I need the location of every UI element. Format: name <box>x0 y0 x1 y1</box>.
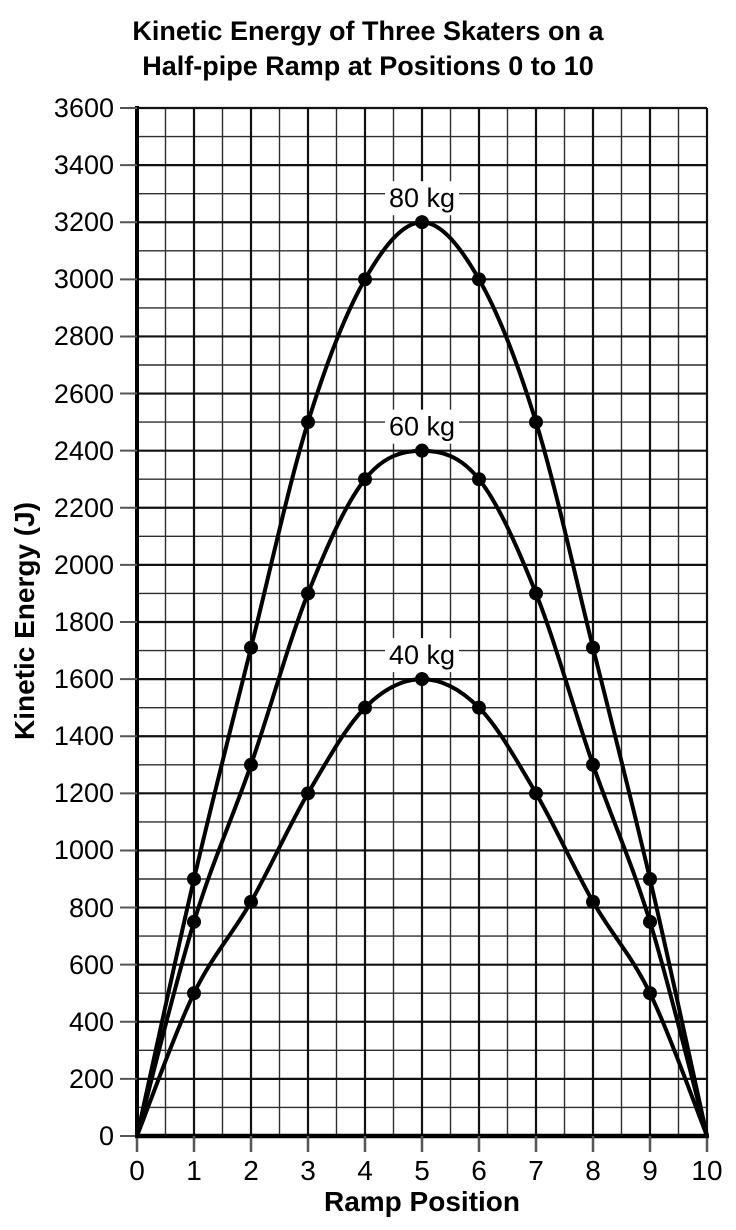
data-point-40-kg <box>301 786 315 801</box>
y-tick-label: 3600 <box>53 93 114 123</box>
data-point-40-kg <box>415 672 429 687</box>
x-tick-label: 1 <box>186 1155 202 1186</box>
data-point-80-kg <box>586 640 600 655</box>
x-tick-label: 8 <box>585 1155 601 1186</box>
data-point-40-kg <box>244 894 258 909</box>
data-point-80-kg <box>358 272 372 287</box>
data-point-80-kg <box>244 640 258 655</box>
y-tick-label: 1200 <box>53 778 114 809</box>
y-tick-label: 1800 <box>53 607 114 637</box>
grid-major <box>137 106 709 1136</box>
x-tick-label: 5 <box>414 1155 430 1186</box>
y-tick-label: 2600 <box>53 378 114 409</box>
series-label: 40 kg <box>389 640 455 670</box>
x-tick-label: 10 <box>691 1155 723 1186</box>
x-tick-label: 7 <box>528 1155 544 1186</box>
series-label-box <box>385 638 459 673</box>
data-point-80-kg <box>643 872 657 886</box>
data-point-80-kg <box>472 272 486 287</box>
series-label-box <box>385 181 459 216</box>
x-tick-label: 2 <box>243 1155 259 1186</box>
series-60-kg <box>135 443 709 1138</box>
y-tick-label: 2200 <box>53 492 114 523</box>
data-point-60-kg <box>187 914 201 929</box>
chart-title-line1: Kinetic Energy of Three Skaters on a <box>132 16 604 46</box>
y-tick-label: 1000 <box>53 835 114 866</box>
data-point-80-kg <box>529 415 543 430</box>
x-tick-label: 6 <box>471 1155 487 1186</box>
data-point-40-kg <box>187 986 201 1001</box>
series-label-box <box>385 409 459 444</box>
data-point-40-kg <box>358 700 372 715</box>
data-point-60-kg <box>586 757 600 772</box>
chart-title: Kinetic Energy of Three Skaters on a Hal… <box>0 14 736 84</box>
y-tick-label: 2000 <box>53 549 114 580</box>
axis-ticks <box>120 107 709 1152</box>
data-point-80-kg <box>301 415 315 430</box>
data-point-60-kg <box>472 472 486 487</box>
data-point-80-kg <box>187 872 201 886</box>
data-point-60-kg <box>415 443 429 458</box>
x-tick-label: 3 <box>300 1155 316 1186</box>
x-tick-label: 0 <box>129 1155 145 1186</box>
data-point-60-kg <box>529 586 543 601</box>
y-tick-label: 800 <box>68 892 114 923</box>
y-tick-label: 3200 <box>53 207 114 238</box>
y-tick-label: 2800 <box>53 321 114 352</box>
y-tick-label: 600 <box>68 949 114 980</box>
data-point-60-kg <box>244 757 258 772</box>
y-tick-label: 1400 <box>53 721 114 752</box>
y-tick-label: 0 <box>98 1121 114 1151</box>
y-tick-label: 1600 <box>53 664 114 695</box>
data-point-80-kg <box>415 215 429 230</box>
y-tick-label: 3400 <box>53 150 114 181</box>
series-labels: 80 kg 60 kg 40 kg <box>389 183 455 670</box>
y-tick-label: 200 <box>68 1063 114 1094</box>
series-40-kg <box>135 672 709 1138</box>
x-axis-title: Ramp Position <box>323 1186 520 1217</box>
data-point-40-kg <box>472 700 486 715</box>
series-80-kg <box>135 215 709 1138</box>
series-label: 60 kg <box>389 412 455 442</box>
x-tick-label: 9 <box>642 1155 658 1186</box>
series-label: 80 kg <box>389 183 455 213</box>
data-point-60-kg <box>301 586 315 601</box>
data-point-40-kg <box>529 786 543 801</box>
chart-title-line2: Half-pipe Ramp at Positions 0 to 10 <box>142 51 594 81</box>
series-label-boxes <box>385 181 459 673</box>
y-tick-label: 400 <box>68 1006 114 1037</box>
data-point-60-kg <box>643 914 657 929</box>
data-point-40-kg <box>586 894 600 909</box>
y-tick-label: 3000 <box>53 264 114 295</box>
data-point-40-kg <box>643 986 657 1001</box>
data-point-60-kg <box>358 472 372 487</box>
x-tick-label: 4 <box>357 1155 373 1186</box>
y-tick-label: 2400 <box>53 435 114 466</box>
